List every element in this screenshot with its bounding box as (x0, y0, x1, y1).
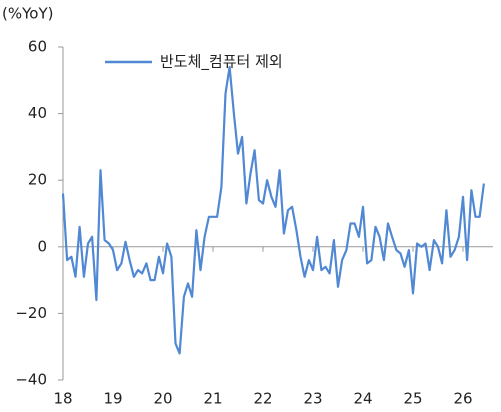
data-line (61, 65, 485, 355)
x-tick-label: 18 (53, 390, 72, 408)
x-tick-label: 23 (303, 390, 322, 408)
y-tick-label: −40 (15, 371, 47, 389)
y-tick-label: 0 (37, 237, 47, 255)
x-tick-label: 19 (103, 390, 122, 408)
y-tick-label: 40 (28, 104, 47, 122)
x-tick-label: 21 (203, 390, 222, 408)
y-tick-label: 20 (28, 171, 47, 189)
y-tick-label: 60 (28, 38, 47, 56)
x-tick-label: 20 (153, 390, 172, 408)
y-axis-label: (%YoY) (2, 5, 53, 23)
x-tick-label: 22 (253, 390, 272, 408)
x-tick-label: 24 (353, 390, 372, 408)
y-tick-label: −20 (15, 304, 47, 322)
x-tick-label: 26 (453, 390, 472, 408)
legend-label: 반도체_컴퓨터 제외 (160, 53, 283, 72)
x-tick-label: 25 (403, 390, 422, 408)
